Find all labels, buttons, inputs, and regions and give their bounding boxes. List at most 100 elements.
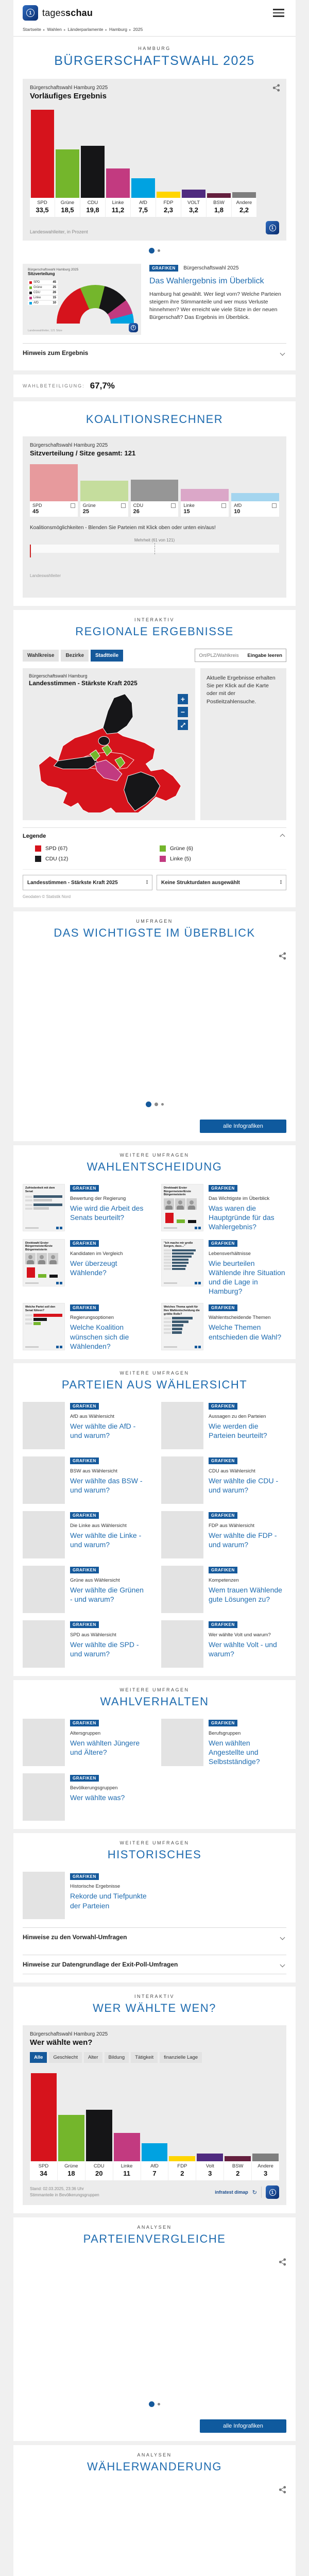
share-icon[interactable] [279,2486,286,2496]
tagesschau-logo[interactable]: 1 tagesschau [23,5,93,21]
sitzverteilung-thumbnail[interactable]: Bürgerschaftswahl Hamburg 2025 Sitzverte… [23,264,141,335]
refresh-icon[interactable]: ↻ [252,2189,257,2196]
accordion-0[interactable]: Hinweise zu den Vorwahl-Umfragen [23,1927,286,1946]
koalition-bar-Linke[interactable] [181,489,229,501]
accordion-hinweis-ergebnis[interactable]: Hinweis zum Ergebnis [23,343,286,362]
carousel-dot[interactable] [154,1103,158,1106]
teaser-thumbnail[interactable]: Welche Partei soll den Senat führen? [23,1303,65,1351]
turnout-label: WAHLBETEILIGUNG: [23,383,85,388]
clear-input-button[interactable]: Eingabe leeren [247,652,282,658]
filter-tab-bildung[interactable]: Bildung [104,2052,129,2063]
teaser-thumbnail[interactable] [161,1456,203,1504]
teaser-title-link[interactable]: Wem trauen Wählende gute Lösungen zu? [209,1585,282,1604]
carousel-dot[interactable] [149,248,154,253]
carousel-dot[interactable] [149,2401,154,2408]
carousel-dot[interactable] [145,1101,151,1107]
seat-legend-item: Grüne 25 [28,285,58,290]
fullscreen-button[interactable] [178,720,188,730]
koalition-bar-SPD[interactable] [30,464,78,501]
share-icon[interactable] [279,2258,286,2268]
teaser-title-link[interactable]: Wer wählte die FDP - und warum? [209,1531,277,1549]
filter-tab-finanzielle lage[interactable]: finanzielle Lage [160,2052,202,2063]
breadcrumb-link[interactable]: Startseite [23,27,41,32]
accordion-1[interactable]: Hinweise zur Datengrundlage der Exit-Pol… [23,1955,286,1975]
hamburg-map[interactable] [29,690,189,820]
structure-data-select[interactable]: Keine Strukturdaten ausgewählt ▴ ▾ [157,875,286,890]
teaser-title-link[interactable]: Wer wählte die Grünen - und warum? [70,1585,144,1604]
teaser-thumbnail[interactable] [161,1565,203,1613]
carousel-dot[interactable] [158,2403,160,2406]
teaser-thumbnail[interactable]: "Ich mache mir große Sorgen, dass..." [161,1239,203,1286]
teaser-thumbnail[interactable] [161,1620,203,1668]
share-icon[interactable] [272,84,280,94]
filter-tab-tätigkeit[interactable]: Tätigkeit [131,2052,158,2063]
teaser-title-link[interactable]: Wie werden die Parteien beurteilt? [209,1421,267,1440]
bar-AfD [131,178,155,198]
teaser-thumbnail[interactable] [161,1401,203,1449]
tab-stadtteile[interactable]: Stadtteile [91,649,124,662]
teaser-thumbnail[interactable] [23,1620,65,1668]
teaser-thumbnail[interactable]: Direktwahl Erster Bürgermeister/Erste Bü… [23,1239,65,1286]
teaser-title-link[interactable]: Wer wählte die Linke - und warum? [70,1531,142,1549]
teaser-title-link[interactable]: Das Wahlergebnis im Überblick [149,277,264,285]
tab-wahlkreise[interactable]: Wahlkreise [23,649,59,662]
legend-accordion[interactable]: Legende [23,827,286,843]
teaser-thumbnail[interactable] [23,1718,65,1766]
carousel-dot[interactable] [158,249,160,252]
teaser-title-link[interactable]: Wen wählten Jüngere und Ältere? [70,1738,140,1757]
teaser-thumbnail[interactable] [161,1511,203,1558]
teaser-title-link[interactable]: Wer wählte die SPD - und warum? [70,1640,139,1658]
menu-icon[interactable] [271,7,286,19]
zoom-in-button[interactable]: + [178,694,188,704]
tab-bezirke[interactable]: Bezirke [61,649,89,662]
teaser-title-link[interactable]: Wer wählte das BSW - und warum? [70,1476,143,1495]
breadcrumb-link[interactable]: Länderparlamente [67,27,104,32]
teaser-title-link[interactable]: Wen wählten Angestellte und Selbstständi… [209,1738,260,1766]
party-checkbox-Linke[interactable] [221,503,227,508]
koalition-label-Linke: Linke 15 [181,501,229,517]
breadcrumb-link[interactable]: Hamburg [109,27,127,32]
teaser-title-link[interactable]: Welche Themen entschieden die Wahl? [209,1323,282,1341]
breadcrumb-link[interactable]: 2025 [133,27,143,32]
teaser-title-link[interactable]: Wer wählte die CDU - und warum? [209,1476,279,1495]
party-checkbox-CDU[interactable] [171,503,176,508]
zoom-out-button[interactable]: − [178,707,188,717]
teaser-thumbnail[interactable] [161,1718,203,1766]
filter-tab-alter[interactable]: Alter [83,2052,102,2063]
teaser-title-link[interactable]: Wie wird die Arbeit des Senats beurteilt… [70,1204,144,1222]
teaser-thumbnail[interactable] [23,1511,65,1558]
koalition-bar-AfD[interactable] [231,493,279,501]
filter-tab-alle[interactable]: Alle [30,2052,47,2063]
map-metric-select[interactable]: Landesstimmen - Stärkste Kraft 2025 ▴ ▾ [23,875,152,890]
koalition-bar-CDU[interactable] [130,480,179,501]
koalition-bar-Grüne[interactable] [80,481,128,501]
teaser-title-link[interactable]: Wer wählte was? [70,1793,125,1802]
teaser-thumbnail[interactable] [23,1401,65,1449]
teaser-kicker: Kompetenzen [209,1577,239,1583]
alle-infografiken-button[interactable]: alle Infografiken [200,2419,286,2433]
search-input[interactable] [199,652,245,658]
carousel-dot[interactable] [161,1103,164,1106]
alle-infografiken-button[interactable]: alle Infografiken [200,1120,286,1133]
teaser-thumbnail[interactable]: Welches Thema spielt für Ihre Wahlentsch… [161,1303,203,1351]
filter-tab-geschlecht[interactable]: Geschlecht [49,2052,82,2063]
teaser-title-link[interactable]: Wer überzeugt Wählende? [70,1259,117,1277]
party-checkbox-Grüne[interactable] [121,503,126,508]
party-checkbox-SPD[interactable] [70,503,75,508]
teaser-title-link[interactable]: Was waren die Hauptgründe für das Wahler… [209,1204,274,1231]
teaser-title-link[interactable]: Wer wählte Volt - und warum? [209,1640,277,1658]
teaser-thumbnail[interactable] [23,1565,65,1613]
teaser-thumbnail[interactable] [23,1773,65,1821]
teaser-title-link[interactable]: Welche Koalition wünschen sich die Wähle… [70,1323,129,1350]
party-checkbox-AfD[interactable] [271,503,277,508]
share-icon[interactable] [279,952,286,962]
teaser-thumbnail[interactable]: Zufriedenheit mit dem Senat [23,1184,65,1231]
breadcrumb-link[interactable]: Wahlen [47,27,62,32]
teaser-title-link[interactable]: Wer wählte die AfD - und warum? [70,1421,136,1440]
teaser-thumbnail[interactable]: Direktwahl Erster Bürgermeister/Erste Bü… [161,1184,203,1231]
teaser-title-link[interactable]: Rekorde und Tiefpunkte der Parteien [70,1892,147,1910]
teaser-card: GRAFIKEN SPD aus Wählersicht Wer wählte di… [23,1620,148,1668]
teaser-title-link[interactable]: Wie beurteilen Wählende ihre Situation u… [209,1259,285,1296]
teaser-thumbnail[interactable] [23,1456,65,1504]
teaser-thumbnail[interactable] [23,1872,65,1920]
